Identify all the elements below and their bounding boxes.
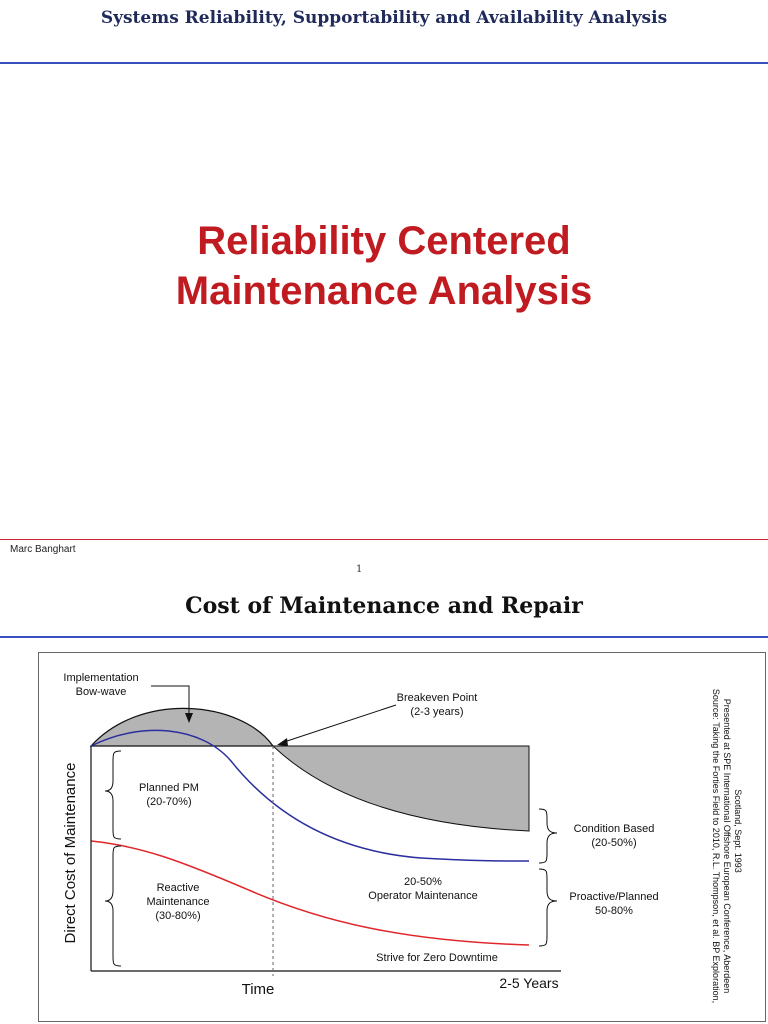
author-name: Marc Banghart [10,544,76,555]
implementation-label: Implementation [63,672,138,684]
planned-pm-brace [104,750,122,840]
x-axis-label: Time [242,981,275,998]
slide-main-title: Reliability Centered Maintenance Analysi… [0,216,768,316]
planned-pm-label: Planned PM [139,782,199,794]
header-title: Systems Reliability, Supportability and … [100,8,668,28]
reactive-maintenance-label: Maintenance [147,896,210,908]
source-line-1: Source: Taking the Forties Field to 2010… [711,689,721,1003]
breakeven-years-label: (2-3 years) [410,706,463,718]
page-number: 1 [356,564,363,575]
header-rule [0,62,768,64]
bow-wave-label: Bow-wave [76,686,127,698]
proactive-label: Proactive/Planned [569,891,658,903]
main-title-line-2: Maintenance Analysis [175,269,593,313]
reactive-brace [104,845,122,967]
diagram-canvas: Implementation Bow-wave Breakeven Point … [62,672,743,1003]
footer-rule [0,539,768,540]
condition-based-label: Condition Based [574,823,655,835]
bow-wave-arrow [151,685,190,719]
zero-downtime-label: Strive for Zero Downtime [376,952,498,964]
breakeven-label: Breakeven Point [397,692,478,704]
reactive-range: (30-80%) [155,910,200,922]
planned-pm-range: (20-70%) [146,796,191,808]
proactive-brace [538,868,558,947]
source-line-3: Scotland, Sept. 1993 [733,789,743,873]
reactive-maintenance-curve [90,840,530,946]
proactive-range: 50-80% [595,905,633,917]
operator-range: 20-50% [404,876,442,888]
reactive-label: Reactive [157,882,200,894]
main-title-line-1: Reliability Centered [197,219,571,263]
breakeven-arrow [280,704,397,744]
savings-area [271,745,530,832]
source-line-2: Presented at SPE International Offshore … [722,699,732,994]
slide-title: Cost of Maintenance and Repair [185,593,583,619]
operator-label: Operator Maintenance [368,890,477,902]
condition-based-brace [538,808,558,864]
condition-based-range: (20-50%) [591,837,636,849]
maintenance-cost-diagram: Implementation Bow-wave Breakeven Point … [38,652,766,1022]
y-axis-label: Direct Cost of Maintenance [62,763,79,944]
bow-wave-area [89,707,275,747]
x-end-label: 2-5 Years [499,975,558,991]
planned-pm-curve [90,729,530,862]
slide2-header-rule [0,636,768,638]
